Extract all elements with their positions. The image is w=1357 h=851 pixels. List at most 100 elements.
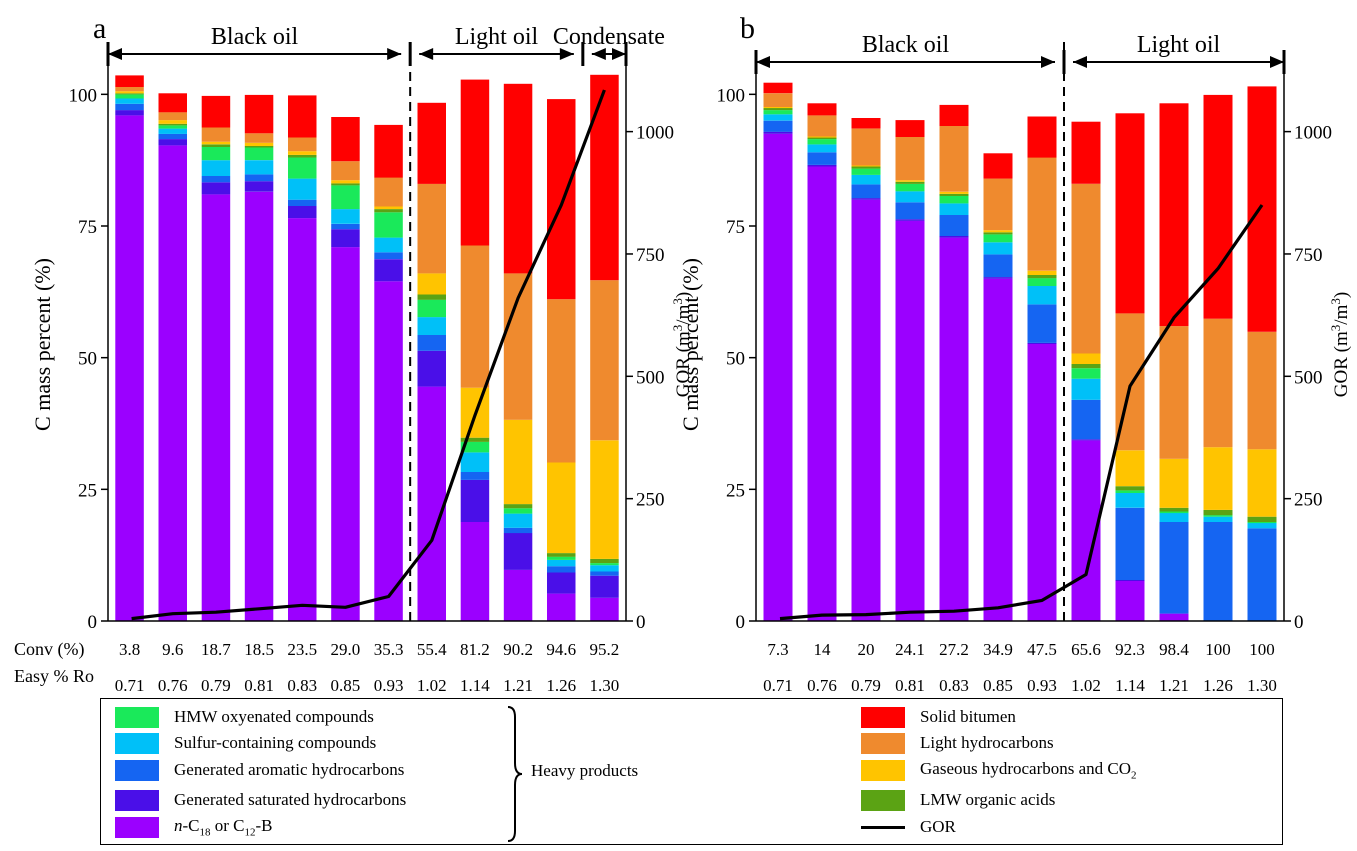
category-label: 9.6 [162, 640, 183, 659]
y2-axis-title: GOR (m3/m3) [670, 292, 694, 397]
category-label: 35.3 [374, 640, 404, 659]
bar-segment [1159, 522, 1189, 614]
bar-segment [331, 180, 360, 184]
bar-segment [417, 386, 446, 621]
bar-segment [115, 93, 144, 95]
bar-segment [895, 181, 925, 184]
legend-item-sulfur: Sulfur-containing compounds [115, 731, 376, 755]
legend-group-label: Heavy products [531, 761, 639, 780]
bar-segment [158, 120, 187, 124]
legend-item-light-hc: Light hydrocarbons [861, 731, 1054, 755]
category-label: 23.5 [287, 640, 317, 659]
bar-segment [244, 181, 274, 192]
bar-segment [1247, 523, 1277, 529]
bar-segment [460, 441, 490, 453]
bar-segment [763, 133, 793, 622]
bar-segment [1203, 509, 1233, 516]
bar-segment [1027, 342, 1057, 344]
legend-label: LMW organic acids [920, 790, 1056, 809]
bar-segment [851, 118, 881, 129]
bar-segment [1027, 304, 1057, 343]
legend-item-gaseous: Gaseous hydrocarbons and CO2 [861, 758, 1137, 782]
secondary-category-label: 1.14 [460, 676, 490, 695]
y2-tick-label: 750 [636, 245, 665, 266]
category-label: 98.4 [1159, 640, 1189, 659]
region-arrow-head [591, 48, 606, 60]
bar-segment [983, 277, 1013, 279]
y2-tick-label: 0 [636, 612, 646, 633]
legend-swatch [861, 732, 905, 754]
bar-segment [1203, 515, 1233, 517]
bar-segment [417, 273, 446, 295]
bar-segment [331, 185, 360, 210]
legend-item-nc18: n-C18 or C12-B [115, 815, 273, 839]
bar-segment [590, 280, 619, 441]
secondary-category-label: 1.02 [1071, 676, 1101, 695]
bar-segment [1159, 103, 1189, 327]
bar-segment [244, 191, 274, 622]
bar-segment [460, 522, 490, 621]
bar-segment [201, 182, 231, 195]
bar-segment [895, 137, 925, 181]
bar-segment [1115, 450, 1145, 487]
bar-segment [201, 144, 231, 147]
bar-segment [983, 234, 1013, 243]
bar-segment [1203, 522, 1233, 621]
bar-segment [939, 193, 969, 196]
bar-segment [158, 112, 187, 121]
bar-segment [460, 452, 490, 472]
bar-segment [983, 278, 1013, 621]
secondary-category-label: 0.76 [158, 676, 188, 695]
bar-segment [939, 104, 969, 126]
bar-segment [374, 209, 403, 213]
bar-segment [807, 136, 837, 138]
bar-segment [460, 479, 490, 522]
secondary-category-label: 0.76 [807, 676, 837, 695]
category-label: 95.2 [590, 640, 620, 659]
bar-segment [547, 566, 576, 573]
secondary-category-label: 0.93 [1027, 676, 1057, 695]
secondary-category-label: 0.83 [939, 676, 969, 695]
bar-segment [1027, 275, 1057, 279]
bar-segment [244, 133, 274, 143]
category-label: 18.7 [201, 640, 231, 659]
bar-segment [763, 110, 793, 115]
secondary-category-label: 1.26 [546, 676, 576, 695]
bar-segment [115, 75, 144, 87]
bar-segment [374, 124, 403, 178]
legend-label-nc18: n-C18 or C12-B [174, 815, 273, 839]
bar-segment [158, 139, 187, 146]
bar-segment [1115, 507, 1145, 580]
bar-segment [983, 178, 1013, 231]
bar-segment [1071, 378, 1101, 400]
y-tick-label: 75 [78, 217, 97, 238]
bar-segment [547, 462, 576, 554]
y2-tick-label: 750 [1294, 245, 1323, 266]
bar-segment [201, 176, 231, 183]
secondary-category-label: 1.02 [417, 676, 447, 695]
secondary-category-label: 0.85 [331, 676, 361, 695]
category-label: 90.2 [503, 640, 533, 659]
bar-segment [590, 575, 619, 598]
panel-label: b [740, 12, 755, 45]
y-tick-label: 50 [726, 349, 745, 370]
legend-line-swatch [861, 825, 905, 829]
bar-segment [331, 161, 360, 181]
bar-segment [807, 103, 837, 116]
legend-swatch [861, 789, 905, 811]
bar-segment [288, 151, 317, 155]
category-label: 34.9 [983, 640, 1013, 659]
bar-segment [851, 199, 881, 621]
category-label: 81.2 [460, 640, 490, 659]
y-tick-label: 100 [717, 85, 746, 106]
bar-segment [547, 99, 576, 300]
bar-segment [1159, 458, 1189, 508]
category-label: 3.8 [119, 640, 140, 659]
bar-segment [460, 245, 490, 388]
bar-segment [547, 559, 576, 567]
bar-segment [460, 79, 490, 246]
bar-segment [1071, 399, 1101, 440]
bar-segment [1027, 278, 1057, 286]
region-label: Black oil [211, 24, 299, 50]
bar-segment [288, 206, 317, 219]
